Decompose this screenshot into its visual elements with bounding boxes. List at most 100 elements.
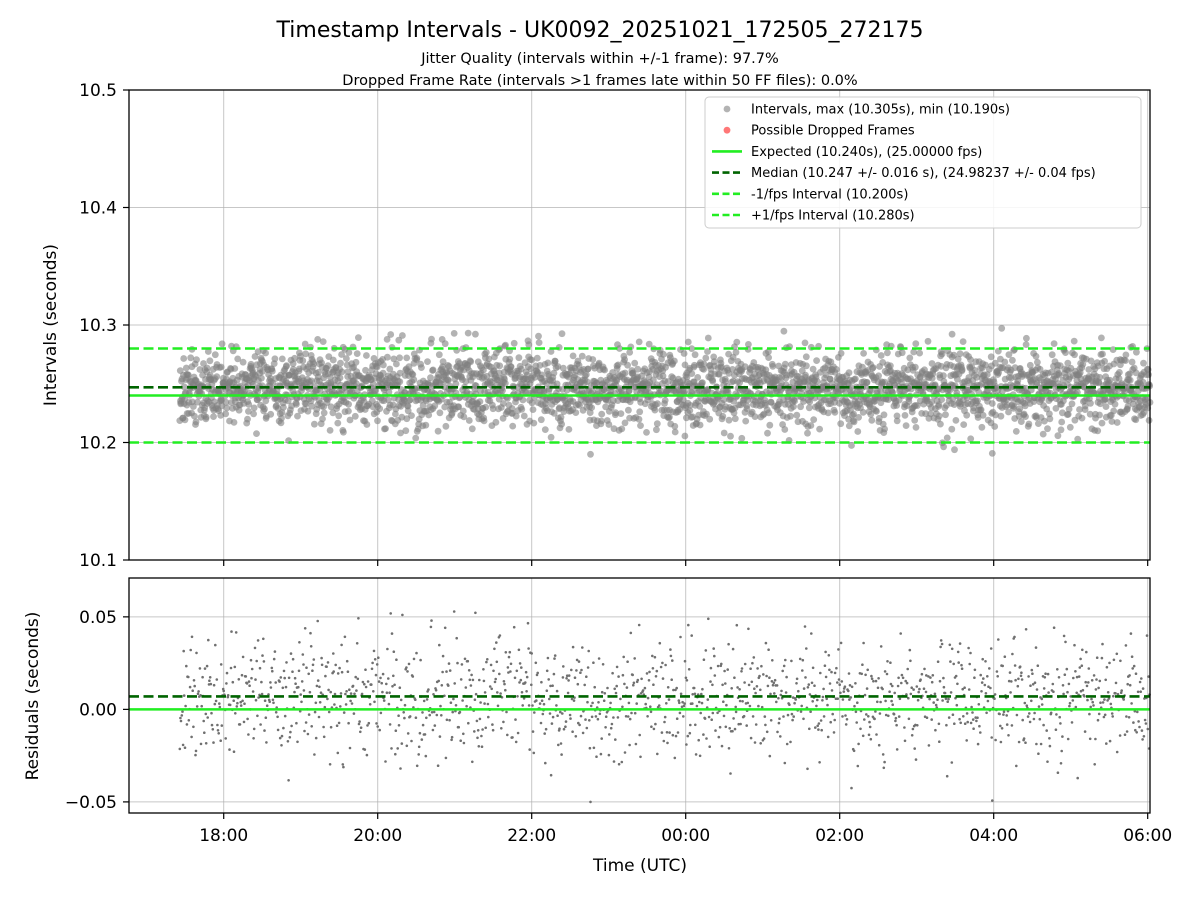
residual-point (1035, 688, 1039, 691)
residual-point (971, 711, 974, 714)
interval-point (184, 371, 192, 379)
interval-point (837, 420, 845, 428)
residual-point (967, 688, 971, 691)
residual-point (1089, 705, 1092, 709)
residual-point (307, 672, 311, 676)
interval-point (538, 371, 546, 379)
interval-point (877, 387, 884, 395)
residual-point (901, 676, 905, 680)
residual-point (1027, 675, 1030, 678)
residual-point (551, 715, 555, 719)
residual-point (397, 724, 401, 727)
residual-point (1134, 672, 1138, 675)
residual-point (1005, 723, 1009, 726)
interval-point (450, 330, 458, 337)
residual-point (748, 704, 752, 708)
interval-point (1057, 426, 1065, 434)
residual-point (478, 678, 481, 682)
residual-point (178, 747, 182, 751)
residual-point (704, 649, 708, 652)
interval-point (935, 412, 943, 420)
residual-point (406, 670, 409, 673)
residual-point (287, 779, 290, 782)
interval-point (444, 377, 452, 384)
residual-point (385, 691, 389, 694)
residual-point (570, 697, 574, 701)
residual-point (269, 686, 273, 689)
residual-point (940, 642, 944, 646)
residual-point (531, 704, 534, 707)
residual-point (747, 627, 750, 631)
interval-point (873, 408, 880, 415)
residual-point (532, 751, 536, 755)
residual-point (1135, 731, 1138, 734)
residual-point (229, 666, 233, 670)
interval-point (1113, 419, 1121, 426)
residual-point (540, 680, 543, 684)
residual-point (1031, 672, 1034, 675)
interval-point (249, 380, 257, 388)
residual-point (724, 725, 728, 729)
interval-point (769, 363, 777, 370)
interval-point (387, 331, 395, 338)
residual-point (309, 645, 313, 648)
interval-point (261, 405, 268, 413)
residual-point (759, 742, 762, 745)
interval-point (653, 426, 660, 434)
residual-point (302, 689, 306, 692)
chart-title: Timestamp Intervals - UK0092_20251021_17… (276, 18, 924, 43)
residual-point (1013, 635, 1016, 639)
residual-point (657, 704, 661, 707)
residual-point (450, 738, 453, 742)
residual-point (1010, 724, 1014, 727)
residual-point (628, 743, 631, 747)
interval-point (765, 354, 772, 361)
residual-point (1104, 678, 1107, 682)
residual-point (1056, 668, 1059, 671)
interval-point (602, 403, 609, 411)
residual-point (793, 701, 796, 705)
interval-point (472, 330, 479, 338)
residual-point (390, 632, 394, 635)
residual-point (840, 680, 844, 683)
residual-point (333, 703, 336, 706)
residual-point (265, 741, 268, 744)
residual-point (651, 654, 654, 658)
residual-point (541, 712, 545, 716)
residual-point (1134, 728, 1137, 732)
interval-point (182, 364, 190, 372)
residual-point (590, 715, 594, 719)
residual-point (301, 653, 305, 656)
interval-point (428, 335, 435, 343)
residual-point (1081, 688, 1085, 692)
residual-point (636, 678, 640, 682)
interval-point (1001, 358, 1009, 366)
residual-point (329, 725, 333, 729)
residual-point (898, 697, 902, 701)
interval-point (283, 362, 290, 370)
residual-point (568, 713, 572, 717)
interval-point (991, 423, 999, 430)
residual-point (782, 664, 786, 668)
interval-point (852, 375, 859, 383)
residual-point (822, 715, 826, 718)
residual-point (736, 686, 739, 689)
interval-point (1132, 416, 1140, 424)
residual-point (278, 736, 282, 740)
residual-point (865, 713, 868, 716)
residual-point (589, 800, 592, 804)
residual-point (280, 744, 283, 747)
intervals-points (176, 324, 1154, 458)
residual-point (245, 682, 249, 685)
residual-point (250, 676, 253, 680)
interval-point (1026, 361, 1034, 369)
interval-point (464, 329, 472, 337)
residual-point (850, 685, 854, 689)
residual-point (180, 714, 184, 717)
residual-point (1138, 680, 1142, 684)
interval-point (978, 423, 986, 431)
residual-point (954, 674, 958, 678)
residual-point (925, 674, 928, 677)
residual-point (930, 718, 933, 721)
residual-point (516, 695, 519, 698)
